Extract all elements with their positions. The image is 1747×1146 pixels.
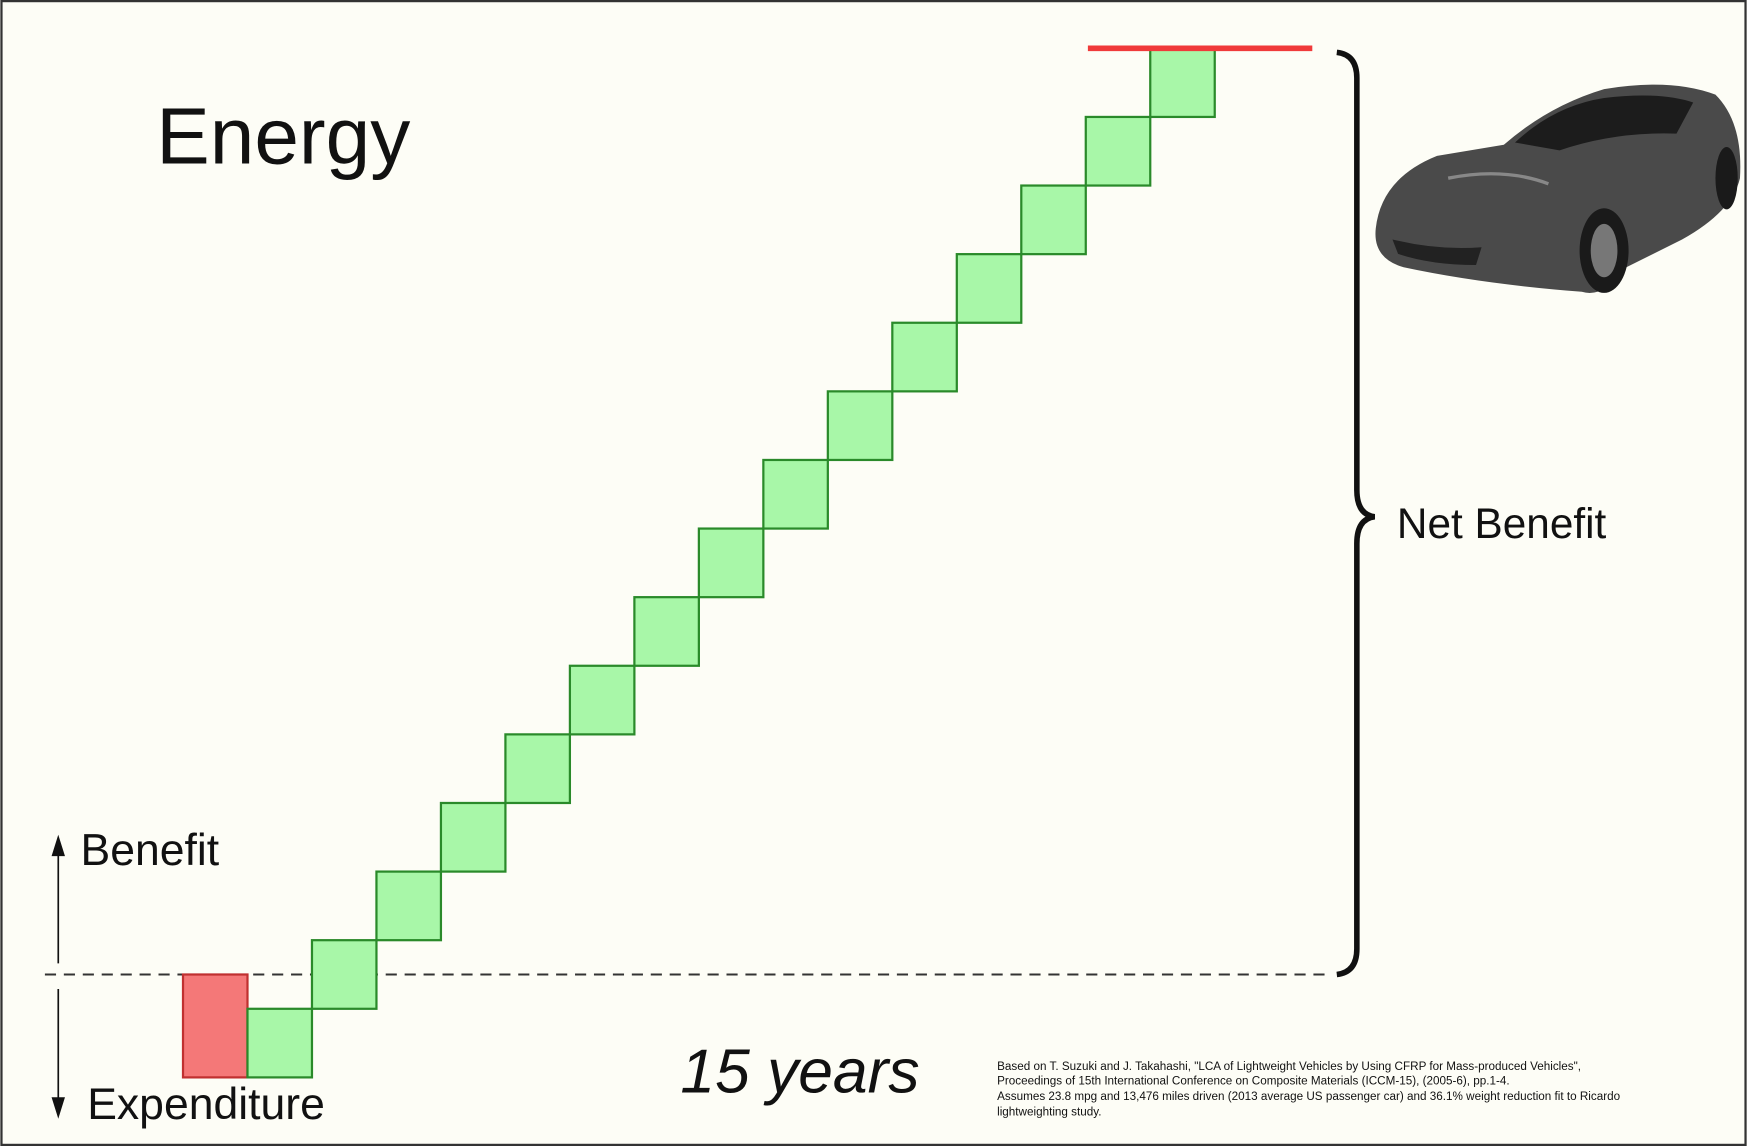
footnote-line: Assumes 23.8 mpg and 13,476 miles driven…: [997, 1090, 1621, 1103]
footnote-line: Proceedings of 15th International Confer…: [997, 1074, 1510, 1087]
footnote-line: lightweighting study.: [997, 1106, 1101, 1119]
direction-arrows: [51, 834, 65, 1119]
bar: [1149, 47, 1216, 119]
brace: [1336, 49, 1376, 978]
bar: [697, 527, 765, 599]
footnote-line: Based on T. Suzuki and J. Takahashi, "LC…: [997, 1060, 1581, 1073]
bar: [568, 664, 636, 736]
bar: [246, 1007, 314, 1079]
bar: [181, 973, 249, 1079]
bar: [439, 801, 507, 873]
annotation: Net Benefit: [1397, 500, 1607, 547]
bar: [375, 870, 443, 942]
bar: [955, 253, 1023, 324]
chart-title: Energy: [156, 91, 410, 181]
negative-label: Expenditure: [87, 1080, 325, 1129]
bar: [310, 939, 378, 1010]
car-image: [1375, 84, 1741, 293]
bar: [762, 458, 829, 530]
bar: [1084, 115, 1152, 187]
bar: [1020, 184, 1087, 256]
bar: [891, 321, 958, 393]
bar: [504, 733, 572, 805]
footnote: Based on T. Suzuki and J. Takahashi, "LC…: [997, 1060, 1621, 1119]
bar: [826, 390, 894, 462]
x-label: 15 years: [680, 1037, 919, 1106]
positive-label: Benefit: [81, 826, 220, 875]
bar: [633, 596, 700, 667]
